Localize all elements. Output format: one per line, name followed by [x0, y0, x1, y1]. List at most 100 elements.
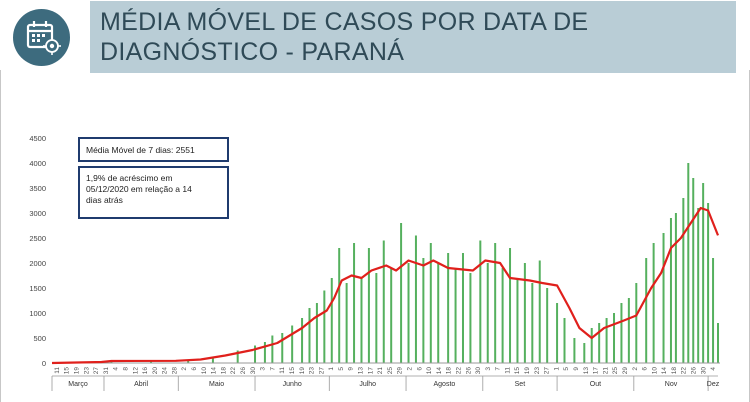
- case-bar: [662, 233, 665, 363]
- month-label: Junho: [283, 381, 302, 388]
- case-bar: [353, 243, 356, 363]
- x-tick-label: 31: [103, 367, 110, 375]
- x-tick-label: 6: [416, 367, 423, 371]
- case-bar: [254, 345, 257, 363]
- x-tick-label: 23: [534, 367, 541, 375]
- case-bar: [390, 268, 393, 363]
- case-bar: [712, 258, 715, 363]
- x-tick-label: 16: [142, 367, 149, 375]
- x-tick-label: 6: [191, 367, 198, 371]
- x-tick-label: 7: [495, 367, 502, 371]
- x-tick-label: 19: [299, 367, 306, 375]
- case-bar: [494, 243, 497, 363]
- x-tick-label: 28: [171, 367, 178, 375]
- x-tick-label: 14: [211, 367, 218, 375]
- x-tick-label: 12: [132, 367, 139, 375]
- x-tick-label: 26: [465, 367, 472, 375]
- case-bar: [461, 253, 464, 363]
- case-bar: [281, 333, 284, 363]
- x-tick-label: 19: [524, 367, 531, 375]
- x-tick-label: 23: [83, 367, 90, 375]
- x-tick-label: 24: [162, 367, 169, 375]
- y-tick-label: 4000: [29, 159, 46, 168]
- case-bar: [635, 283, 638, 363]
- x-tick-label: 9: [348, 367, 355, 371]
- x-tick-label: 21: [377, 367, 384, 375]
- x-tick-label: 17: [593, 367, 600, 375]
- case-bar: [605, 318, 608, 363]
- x-tick-label: 30: [700, 367, 707, 375]
- x-tick-label: 4: [710, 367, 717, 371]
- x-tick-label: 10: [651, 367, 658, 375]
- case-bar: [590, 328, 593, 363]
- case-bar: [414, 235, 417, 363]
- case-bar: [422, 258, 425, 363]
- case-bar: [315, 303, 318, 363]
- x-tick-label: 17: [367, 367, 374, 375]
- y-tick-label: 4500: [29, 134, 46, 143]
- month-label: Out: [590, 381, 601, 388]
- case-bar: [271, 335, 274, 363]
- case-bar: [516, 278, 519, 363]
- month-label: Julho: [359, 381, 376, 388]
- x-tick-label: 15: [289, 367, 296, 375]
- case-bar: [692, 178, 695, 363]
- x-tick-label: 15: [64, 367, 71, 375]
- moving-average-line: [51, 206, 720, 365]
- month-label: Nov: [665, 381, 678, 388]
- case-bar: [486, 263, 489, 363]
- case-bar: [469, 273, 472, 363]
- x-tick-label: 10: [201, 367, 208, 375]
- moving-average-text: Média Móvel de 7 dias: 2551: [86, 145, 195, 155]
- x-tick-label: 11: [504, 367, 511, 374]
- x-tick-label: 13: [358, 367, 365, 375]
- x-tick-label: 23: [309, 367, 316, 375]
- x-tick-label: 18: [446, 367, 453, 375]
- y-tick-label: 0: [42, 359, 46, 368]
- x-tick-label: 15: [514, 367, 521, 375]
- case-bar: [546, 288, 549, 363]
- y-tick-label: 2000: [29, 259, 46, 268]
- month-label: Maio: [209, 381, 224, 388]
- case-bar: [563, 318, 566, 363]
- x-tick-label: 11: [279, 367, 286, 374]
- case-bar: [652, 243, 655, 363]
- x-tick-label: 27: [544, 367, 551, 375]
- x-tick-label: 26: [691, 367, 698, 375]
- case-bar: [454, 268, 457, 363]
- case-bar: [330, 278, 333, 363]
- case-bar: [338, 248, 341, 363]
- case-bar: [620, 303, 623, 363]
- case-bar: [301, 318, 304, 363]
- x-tick-label: 8: [123, 367, 130, 371]
- x-tick-label: 2: [407, 367, 414, 371]
- case-bar: [707, 203, 710, 363]
- case-bar: [447, 253, 450, 363]
- x-tick-label: 30: [475, 367, 482, 375]
- case-bar: [717, 323, 719, 363]
- x-tick-label: 5: [338, 367, 345, 371]
- case-bar: [187, 360, 190, 363]
- case-bar: [645, 258, 648, 363]
- case-bar: [682, 198, 685, 363]
- x-tick-label: 4: [113, 367, 120, 371]
- case-bar: [613, 313, 616, 363]
- month-label: Agosto: [434, 381, 456, 388]
- x-tick-label: 13: [583, 367, 590, 375]
- x-tick-label: 2: [632, 367, 639, 371]
- x-tick-label: 11: [54, 367, 61, 374]
- x-tick-label: 3: [260, 367, 267, 371]
- x-tick-label: 29: [622, 367, 629, 375]
- x-tick-label: 27: [318, 367, 325, 375]
- case-bar: [211, 357, 214, 363]
- x-tick-label: 21: [602, 367, 609, 375]
- y-tick-label: 3000: [29, 209, 46, 218]
- y-tick-label: 1000: [29, 309, 46, 318]
- x-tick-label: 22: [456, 367, 463, 375]
- case-bar: [345, 283, 348, 363]
- y-tick-label: 500: [33, 334, 46, 343]
- case-bar: [538, 260, 541, 363]
- increase-box: 1,9% de acréscimo em 05/12/2020 em relaç…: [78, 166, 229, 219]
- x-tick-label: 3: [485, 367, 492, 371]
